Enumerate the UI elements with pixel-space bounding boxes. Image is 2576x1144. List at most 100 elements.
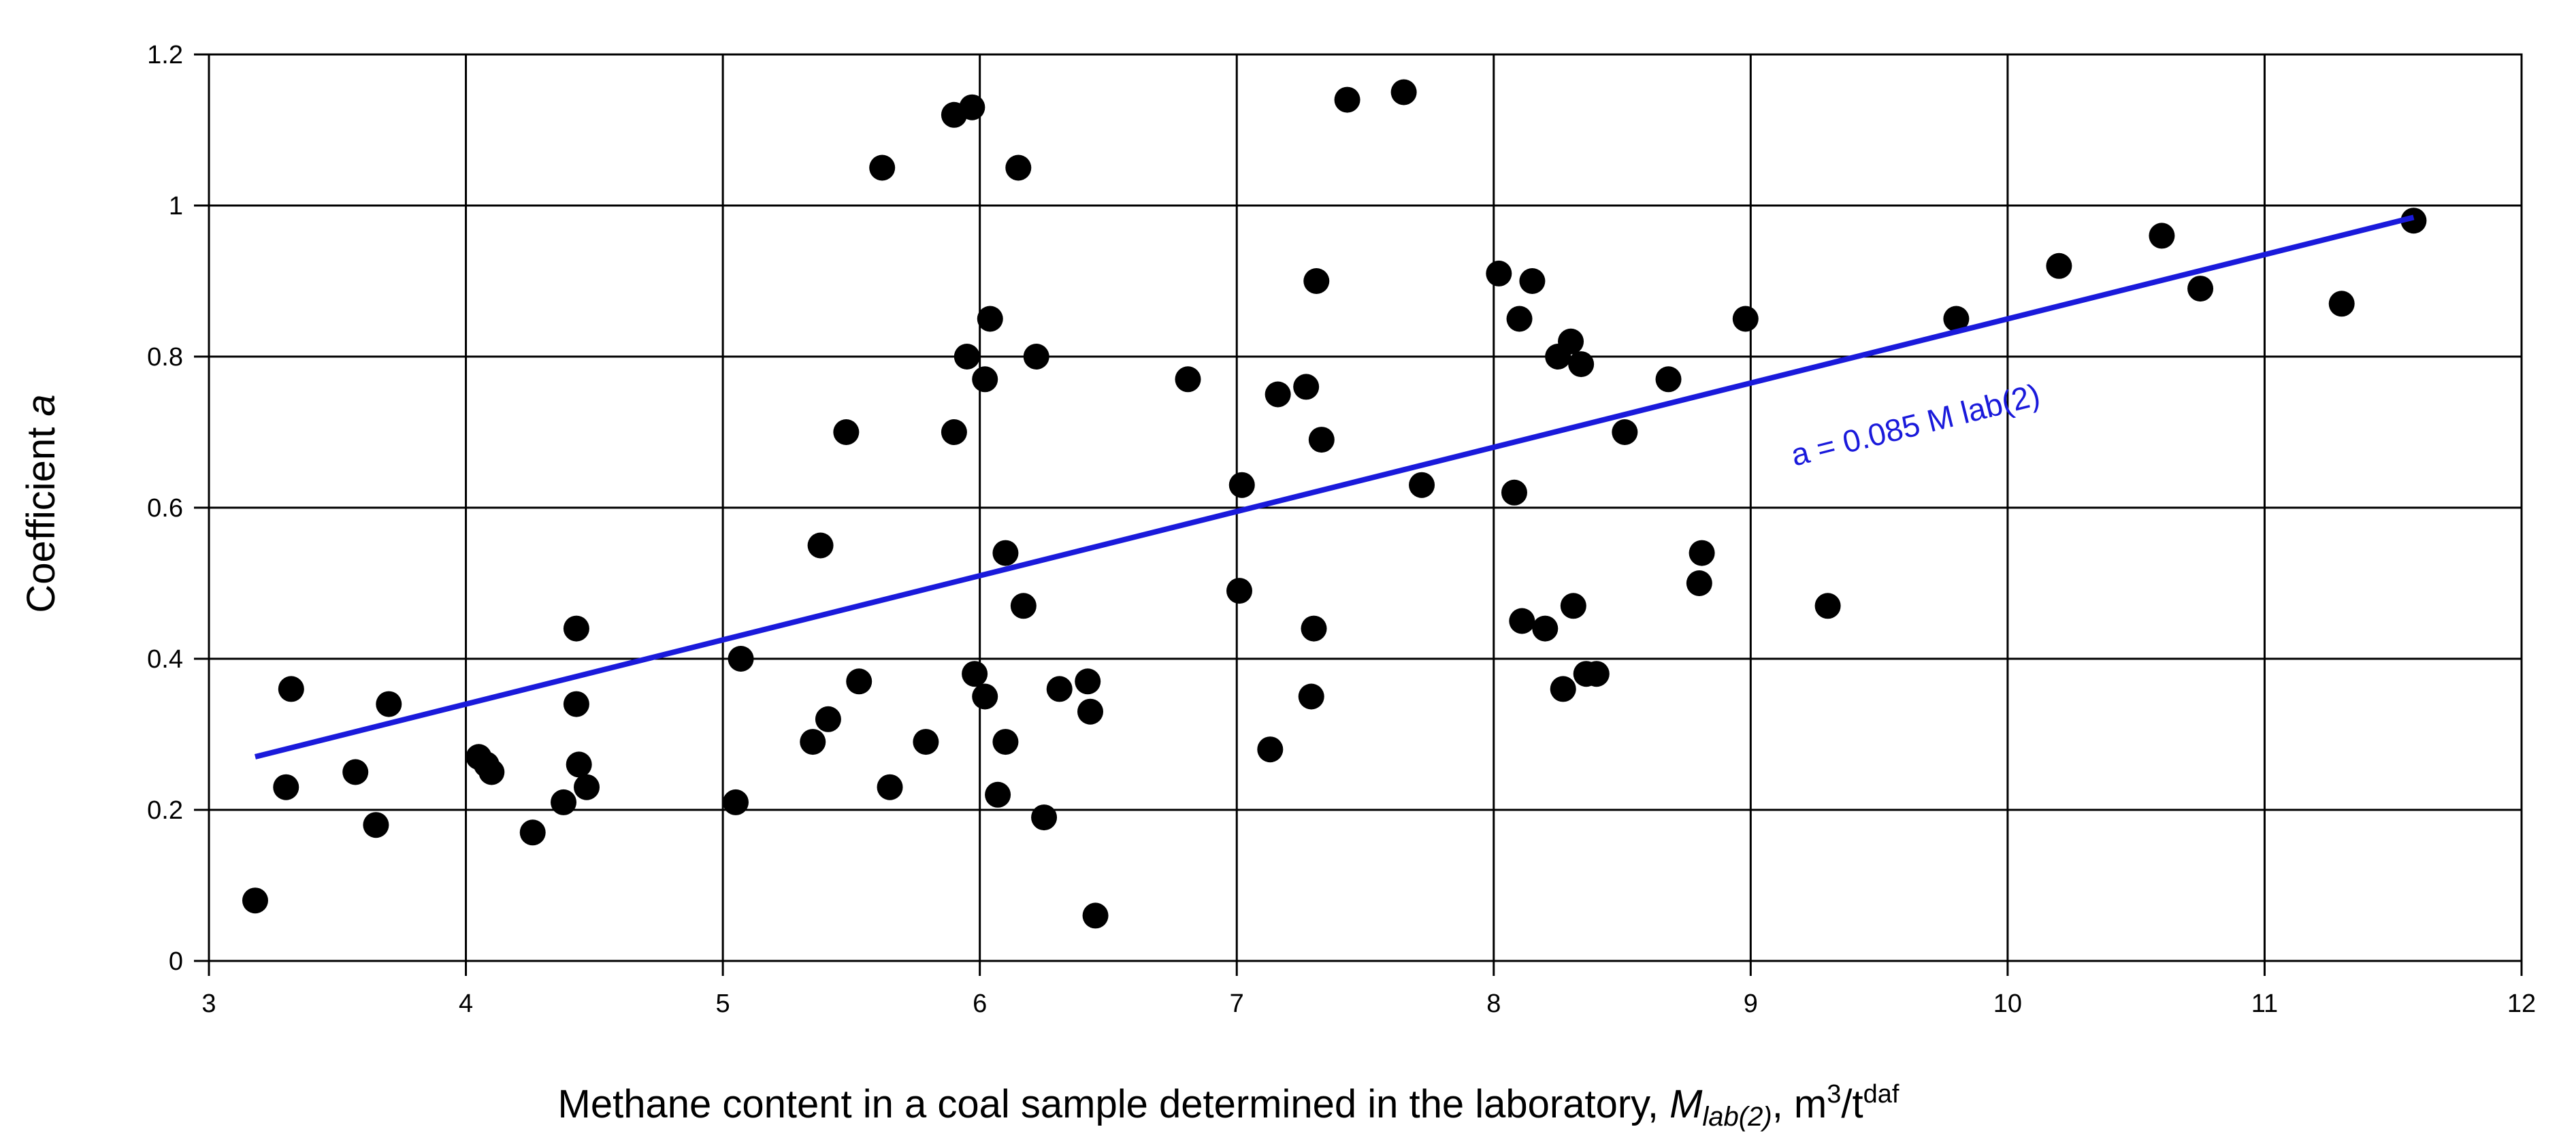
trendline: [254, 214, 2415, 759]
data-point: [2149, 223, 2175, 249]
data-point: [1175, 366, 1201, 393]
data-point: [1301, 615, 1327, 642]
y-axis-title: Coefficient a: [19, 394, 63, 612]
data-point: [959, 94, 985, 120]
data-point: [1010, 593, 1037, 619]
x-axis-title: Methane content in a coal sample determi…: [558, 1080, 1900, 1132]
axis-ticks: [194, 53, 2523, 976]
data-point: [566, 751, 592, 778]
data-point: [1075, 668, 1101, 695]
x-tick-label: 10: [1993, 990, 2022, 1018]
x-axis-title-var-sub: lab(2): [1702, 1102, 1772, 1132]
data-point: [278, 676, 304, 702]
x-tick-label: 6: [973, 990, 987, 1018]
trendline-label: a = 0.085 M lab(2): [1787, 376, 2043, 472]
data-point: [846, 668, 873, 695]
data-point: [972, 366, 998, 393]
data-point: [551, 789, 577, 815]
y-tick-labels: 0 0.2 0.4 0.6 0.8 1 1.2: [147, 41, 183, 976]
x-tick-label: 7: [1230, 990, 1244, 1018]
data-point: [273, 774, 299, 800]
y-axis-title-var: a: [19, 394, 63, 416]
data-point: [977, 306, 1003, 332]
data-point: [953, 344, 980, 370]
data-point: [1558, 328, 1584, 355]
data-point: [478, 759, 505, 785]
x-tick-label: 4: [459, 990, 473, 1018]
data-point: [342, 759, 369, 785]
data-point: [1583, 661, 1610, 687]
x-axis-title-sep: ,: [1772, 1082, 1794, 1126]
data-point: [242, 887, 268, 914]
data-point: [1005, 154, 1032, 181]
data-point: [1031, 804, 1058, 831]
data-point: [563, 615, 589, 642]
data-point: [1689, 540, 1715, 566]
data-point: [519, 819, 546, 846]
data-point: [1509, 608, 1535, 634]
data-point: [1293, 374, 1320, 400]
data-point: [1732, 306, 1759, 332]
y-tick-label: 0.4: [147, 645, 183, 674]
data-point: [563, 691, 589, 717]
y-tick-label: 0: [169, 947, 183, 976]
data-point: [1265, 381, 1291, 408]
data-point: [1655, 366, 1682, 393]
data-point: [985, 781, 1011, 808]
x-axis-title-unit-sup: 3: [1827, 1080, 1841, 1109]
data-point: [807, 532, 834, 559]
data-point: [913, 729, 939, 755]
data-point: [376, 691, 402, 717]
data-point: [363, 812, 389, 838]
data-point: [1228, 472, 1255, 498]
y-axis-title-prefix: Coefficient: [19, 416, 63, 613]
data-point: [1023, 344, 1049, 370]
data-point: [1519, 268, 1546, 294]
data-point: [1568, 351, 1595, 378]
data-point: [1082, 902, 1109, 929]
y-tick-label: 1: [169, 192, 183, 220]
data-point: [574, 774, 600, 800]
data-point: [1560, 593, 1586, 619]
data-point: [1303, 268, 1330, 294]
data-point: [2400, 208, 2427, 234]
data-point: [1486, 260, 1512, 287]
data-point: [1334, 86, 1360, 113]
x-tick-label: 3: [201, 990, 216, 1018]
x-tick-label: 9: [1744, 990, 1758, 1018]
data-point: [728, 646, 754, 672]
data-point: [1814, 593, 1841, 619]
x-axis-title-prefix: Methane content in a coal sample determi…: [558, 1082, 1670, 1126]
data-point: [941, 419, 967, 445]
x-axis-title-unit: m: [1794, 1082, 1827, 1126]
data-point: [1501, 479, 1527, 506]
data-point: [992, 540, 1019, 566]
gridlines: [208, 53, 2523, 962]
data-point: [815, 706, 841, 732]
data-point: [1390, 79, 1417, 105]
x-tick-label: 5: [716, 990, 730, 1018]
x-tick-label: 8: [1486, 990, 1501, 1018]
x-axis-title-unit-mid: /t: [1841, 1082, 1863, 1126]
data-point: [877, 774, 903, 800]
data-point: [722, 789, 749, 815]
data-point: [1046, 676, 1073, 702]
data-point: [1077, 698, 1104, 725]
y-tick-label: 0.6: [147, 494, 183, 523]
x-tick-label: 11: [2251, 990, 2278, 1018]
data-point: [800, 729, 826, 755]
x-tick-label: 12: [2507, 990, 2536, 1018]
x-axis-title-var: M: [1669, 1082, 1703, 1126]
x-tick-labels: 3 4 5 6 7 8 9 10 11 12: [201, 990, 2536, 1018]
data-point: [833, 419, 860, 445]
data-point: [972, 683, 998, 710]
y-tick-label: 0.8: [147, 343, 183, 372]
y-tick-label: 0.2: [147, 796, 183, 825]
data-point: [1226, 578, 1252, 604]
data-point: [992, 729, 1019, 755]
data-point: [2328, 291, 2355, 317]
data-point: [962, 661, 988, 687]
y-tick-label: 1.2: [147, 41, 183, 69]
data-point: [1257, 736, 1284, 763]
